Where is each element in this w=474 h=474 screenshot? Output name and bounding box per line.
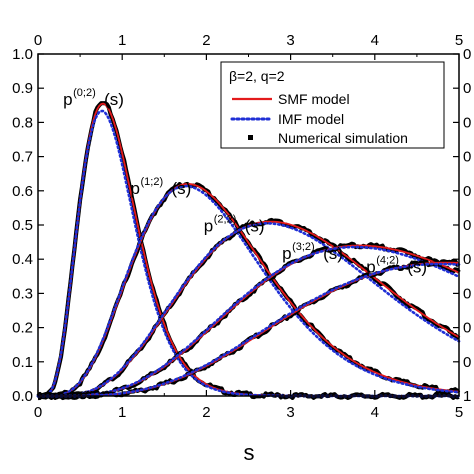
y-tick-label: 0.8 [12,114,33,131]
x-tick-label: 2 [202,404,210,421]
annotation-base: p [366,258,375,277]
top-tick-label: 4 [371,32,379,49]
x-tick-label: 0 [34,404,42,421]
legend-imf-label: IMF model [278,111,344,127]
x-tick-label: 5 [455,404,463,421]
y-tick-label: 0.9 [12,80,33,97]
top-tick-label: 3 [286,32,294,49]
annotation-tail: (s) [172,179,192,198]
imf-series-2 [36,222,461,398]
right-tick-label: 0 [463,149,471,166]
y-tick-label: 0.1 [12,354,33,371]
imf-series-4 [36,262,461,398]
imf-series-3 [36,245,461,398]
legend-simulation-swatch [248,135,253,140]
annotation-tail: (s) [104,90,124,109]
top-tick-label: 5 [455,32,463,49]
annotation-base: p [131,179,140,198]
legend-simulation-label: Numerical simulation [278,130,408,146]
right-tick-label: 0 [463,46,471,63]
legend: β=2, q=2 SMF model IMF model Numerical s… [220,61,445,149]
top-tick-label: 0 [34,32,42,49]
annotation-0: p (0;2) (s) [63,87,124,109]
right-tick-label: 1 [463,388,471,405]
y-tick-label: 0.5 [12,217,33,234]
x-tick-label: 1 [118,404,126,421]
x-tick-label: 3 [286,404,294,421]
annotation-tail: (s) [245,217,265,236]
annotation-sup: (0;2) [73,87,96,99]
right-tick-label: 0 [463,217,471,234]
x-axis-title: s [244,440,255,465]
smf-series-4 [38,261,460,397]
y-tick-label: 0.6 [12,183,33,200]
legend-smf-label: SMF model [278,91,350,107]
tick-layer: 0 0 1 1 2 2 3 3 4 4 5 5 0.0 1 0.1 0 0.2 0 0.3 0 0.4 0 0.5 0 0.6 0… [12,32,471,421]
annotation-layer: p (0;2) (s)p (1;2) (s)p (2;2) (s)p (3;2) (s)p (4;… [63,87,427,277]
annotation-2: p (2;2) (s) [204,214,265,236]
right-tick-label: 0 [463,80,471,97]
y-tick-label: 0.0 [12,388,33,405]
right-tick-label: 0 [463,251,471,268]
annotation-3: p (3;2) (s) [282,241,343,263]
annotation-tail: (s) [323,244,343,263]
annotation-base: p [282,244,291,263]
right-tick-label: 0 [463,183,471,200]
annotation-tail: (s) [407,258,427,277]
legend-title: β=2, q=2 [229,68,285,84]
top-tick-label: 2 [202,32,210,49]
y-tick-label: 0.3 [12,285,33,302]
imf-series-1 [36,184,461,398]
y-tick-label: 0.4 [12,251,33,268]
annotation-sup: (4;2) [376,255,399,267]
top-tick-label: 1 [118,32,126,49]
x-tick-label: 4 [371,404,379,421]
legend-box [220,61,445,149]
annotation-4: p (4;2) (s) [366,255,427,277]
y-tick-label: 0.7 [12,149,33,166]
right-tick-label: 0 [463,114,471,131]
annotation-sup: (1;2) [141,176,164,188]
right-tick-label: 0 [463,354,471,371]
annotation-sup: (3;2) [292,241,315,253]
right-tick-label: 0 [463,285,471,302]
right-tick-label: 0 [463,320,471,337]
annotation-base: p [204,217,213,236]
curves-layer [36,101,461,401]
annotation-sup: (2;2) [214,214,237,226]
annotation-1: p (1;2) (s) [131,176,192,198]
annotation-base: p [63,90,72,109]
y-tick-label: 0.2 [12,320,33,337]
y-tick-label: 1.0 [12,46,33,63]
